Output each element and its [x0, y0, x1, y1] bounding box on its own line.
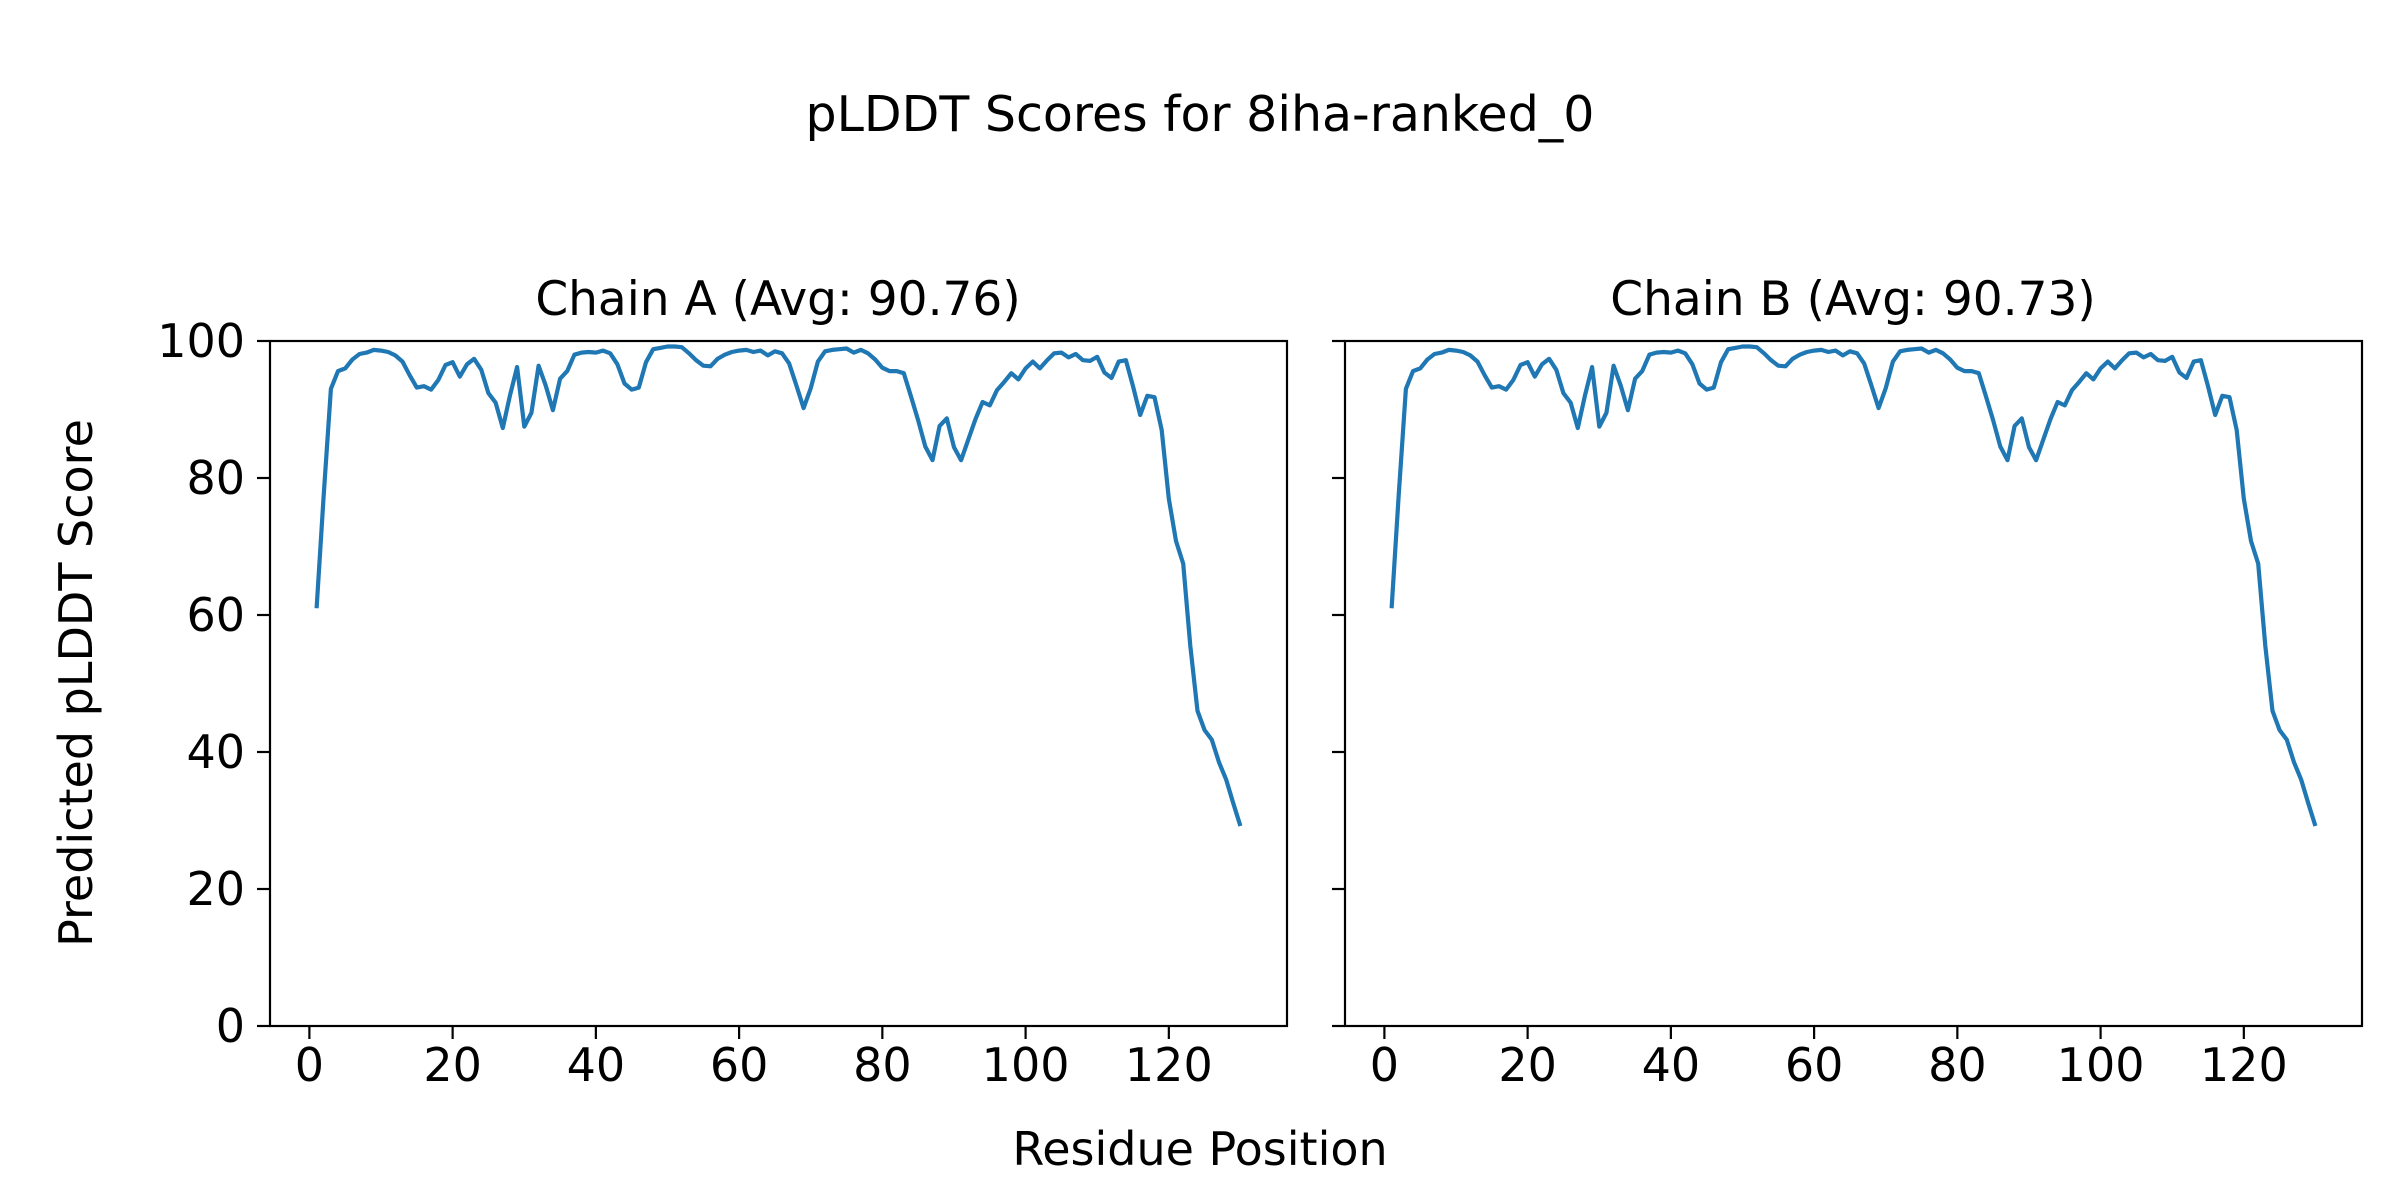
x-tick-label: 100	[2057, 1038, 2145, 1092]
x-tick-label: 80	[853, 1038, 912, 1092]
y-axis-label: Predicted pLDDT Score	[49, 419, 103, 947]
plddt-line-chain-b	[1389, 344, 2318, 827]
x-tick-label: 20	[423, 1038, 482, 1092]
chain-a-subplot-title: Chain A (Avg: 90.76)	[535, 272, 1021, 327]
x-tick-label: 120	[2200, 1038, 2288, 1092]
x-tick-label: 120	[1125, 1038, 1213, 1092]
x-tick-label: 0	[1370, 1038, 1399, 1092]
x-tick-label: 60	[710, 1038, 769, 1092]
x-tick-label: 0	[295, 1038, 324, 1092]
chain-a-axes: 0 20 40 60 80 100 120 0 20 40 60 80 100	[157, 314, 1289, 1092]
y-tick-label: 40	[186, 725, 245, 779]
x-tick-label: 40	[1642, 1038, 1701, 1092]
chain-b-axes: 0 20 40 60 80 100 120	[1332, 339, 2364, 1092]
x-tick-label: 100	[982, 1038, 1070, 1092]
axes-spines	[268, 339, 1289, 1028]
y-tick-label: 60	[186, 588, 245, 642]
axes-spines	[1343, 339, 2364, 1028]
y-tick-label: 0	[216, 999, 245, 1053]
x-axis-label: Residue Position	[1012, 1122, 1388, 1176]
plddt-line-chain-a	[314, 344, 1243, 827]
y-tick-label: 100	[157, 314, 245, 368]
x-tick-label: 20	[1498, 1038, 1557, 1092]
x-tick-label: 60	[1785, 1038, 1844, 1092]
x-tick-label: 40	[567, 1038, 626, 1092]
y-tick-label: 80	[186, 451, 245, 505]
y-tick-label: 20	[186, 862, 245, 916]
figure-title: pLDDT Scores for 8iha-ranked_0	[805, 86, 1595, 143]
chain-b-subplot-title: Chain B (Avg: 90.73)	[1610, 272, 2096, 327]
x-tick-label: 80	[1928, 1038, 1987, 1092]
